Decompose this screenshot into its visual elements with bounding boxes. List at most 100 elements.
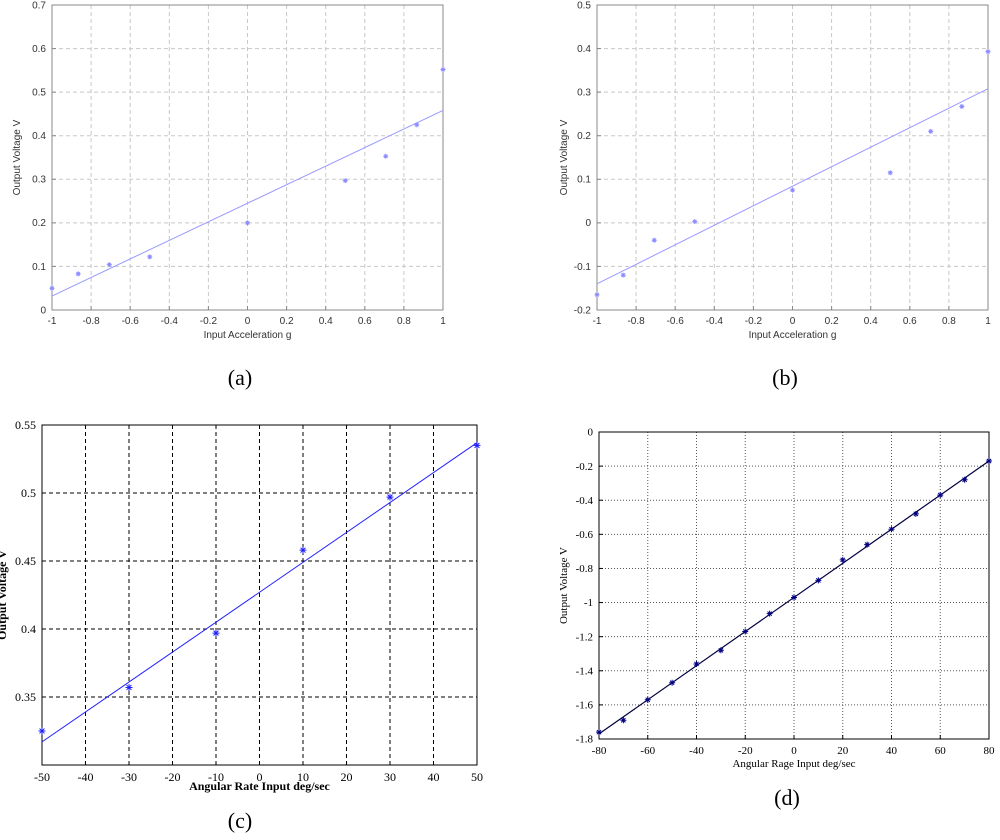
y-tick-label: 0.3: [577, 87, 591, 98]
x-tick-label: -1: [48, 316, 57, 327]
chart-caption: (a): [228, 365, 252, 390]
data-point: [717, 647, 724, 654]
y-tick-label: 0: [40, 305, 46, 316]
y-axis-label: Output Voltage V: [558, 547, 570, 624]
x-axis-label: Angular Rate Input deg/sec: [189, 779, 330, 793]
x-tick-label: 20: [837, 745, 849, 757]
x-tick-label: -20: [738, 745, 753, 757]
y-tick-label: 0.1: [32, 262, 46, 273]
x-tick-label: -80: [592, 745, 607, 757]
x-tick-label: -0.4: [161, 316, 179, 327]
data-point: [594, 292, 600, 298]
chart-1: -1 -0.8 -0.6 -0.4 -0.2 0 0.2 0.4 0.6 0.8 1 0 0.1 0.2 0…: [12, 0, 446, 390]
data-point: [440, 66, 446, 72]
data-point: [414, 122, 420, 128]
y-tick-label: -0.2: [574, 305, 592, 316]
data-point: [651, 237, 657, 243]
y-tick-label: -1.2: [576, 631, 593, 643]
x-tick-label: -0.8: [82, 316, 100, 327]
y-tick-label: 0.4: [577, 44, 591, 55]
y-tick-label: 0: [585, 218, 591, 229]
x-tick-label: -0.2: [200, 316, 218, 327]
data-point: [669, 679, 676, 686]
y-tick-label: -0.8: [576, 563, 594, 575]
chart-4: -80 -60 -40 -20 0 20 40 60 80 -1.8 -1.6 -1.4 -1.2 -1 -…: [558, 427, 995, 810]
data-point: [693, 660, 700, 667]
y-tick-label: 0.2: [32, 218, 46, 229]
y-tick-label: 0.5: [577, 0, 591, 11]
data-point: [864, 541, 871, 548]
y-axis-label: Output Voltage V: [0, 550, 9, 640]
x-tick-label: -0.4: [706, 316, 724, 327]
x-tick-label: 30: [384, 770, 396, 784]
y-tick-label: -0.2: [576, 461, 593, 473]
y-tick-label: 0.4: [21, 622, 36, 636]
data-point: [985, 49, 991, 55]
y-tick-label: 0.55: [15, 418, 36, 432]
chart-3: -50 -40 -30 -20 -10 0 10 20 30 40 50 0.35 0.4 0.45 0.5…: [0, 418, 483, 833]
x-tick-label: 0.4: [864, 316, 878, 327]
x-tick-label: 0.8: [942, 316, 956, 327]
x-tick-label: 0: [245, 316, 251, 327]
x-tick-label: 0: [791, 745, 797, 757]
data-point: [959, 104, 965, 110]
y-tick-label: -1.6: [576, 700, 594, 712]
y-tick-label: -1: [584, 597, 593, 609]
x-tick-label: -1: [593, 316, 602, 327]
y-tick-label: 0.35: [15, 690, 36, 704]
data-point: [473, 441, 481, 449]
data-point: [245, 220, 250, 226]
data-point: [383, 153, 389, 159]
y-tick-label: 0.4: [32, 131, 46, 142]
data-point: [212, 629, 220, 637]
x-tick-label: 1: [440, 316, 446, 327]
x-tick-label: 0: [257, 770, 263, 784]
chart-2: -1 -0.8 -0.6 -0.4 -0.2 0 0.2 0.4 0.6 0.8 1 -0.2 -0.1…: [559, 0, 991, 390]
data-point: [937, 492, 944, 499]
x-tick-label: -40: [78, 770, 94, 784]
data-point: [986, 457, 992, 464]
data-point: [766, 610, 773, 617]
y-tick-label: -1.8: [576, 734, 594, 746]
data-point: [49, 285, 55, 291]
y-tick-label: -1.4: [576, 665, 594, 677]
x-tick-label: -10: [208, 770, 224, 784]
data-point: [912, 510, 919, 517]
y-tick-label: 0.45: [15, 554, 36, 568]
x-tick-label: 60: [935, 745, 947, 757]
x-axis-label: Input Acceleration g: [749, 330, 837, 341]
x-tick-label: -50: [34, 770, 50, 784]
x-tick-label: -0.2: [745, 316, 763, 327]
x-tick-label: -0.6: [122, 316, 140, 327]
fit-line: [596, 88, 989, 285]
data-point: [928, 128, 934, 134]
data-point: [299, 546, 307, 554]
x-tick-label: 0: [790, 316, 796, 327]
data-point: [839, 556, 846, 563]
data-point: [888, 526, 895, 533]
data-point: [815, 577, 822, 584]
data-point: [38, 727, 46, 735]
data-point: [887, 170, 893, 176]
data-point: [742, 628, 749, 635]
x-tick-label: -20: [165, 770, 181, 784]
data-point: [342, 178, 348, 184]
data-point: [620, 272, 626, 278]
data-point: [791, 594, 797, 601]
x-tick-label: -0.8: [627, 316, 645, 327]
fit-line: [41, 442, 478, 743]
y-tick-label: 0.5: [21, 486, 36, 500]
x-tick-label: 0.4: [319, 316, 333, 327]
y-tick-label: -0.4: [576, 495, 594, 507]
x-tick-label: 40: [886, 745, 898, 757]
data-point: [147, 254, 153, 260]
data-point: [692, 219, 698, 225]
y-tick-label: 0.6: [32, 44, 46, 55]
data-point: [596, 729, 602, 736]
x-tick-label: -40: [689, 745, 704, 757]
x-tick-label: 1: [985, 316, 991, 327]
x-tick-label: 50: [471, 770, 483, 784]
x-tick-label: 20: [341, 770, 353, 784]
y-tick-label: 0.1: [577, 175, 591, 186]
